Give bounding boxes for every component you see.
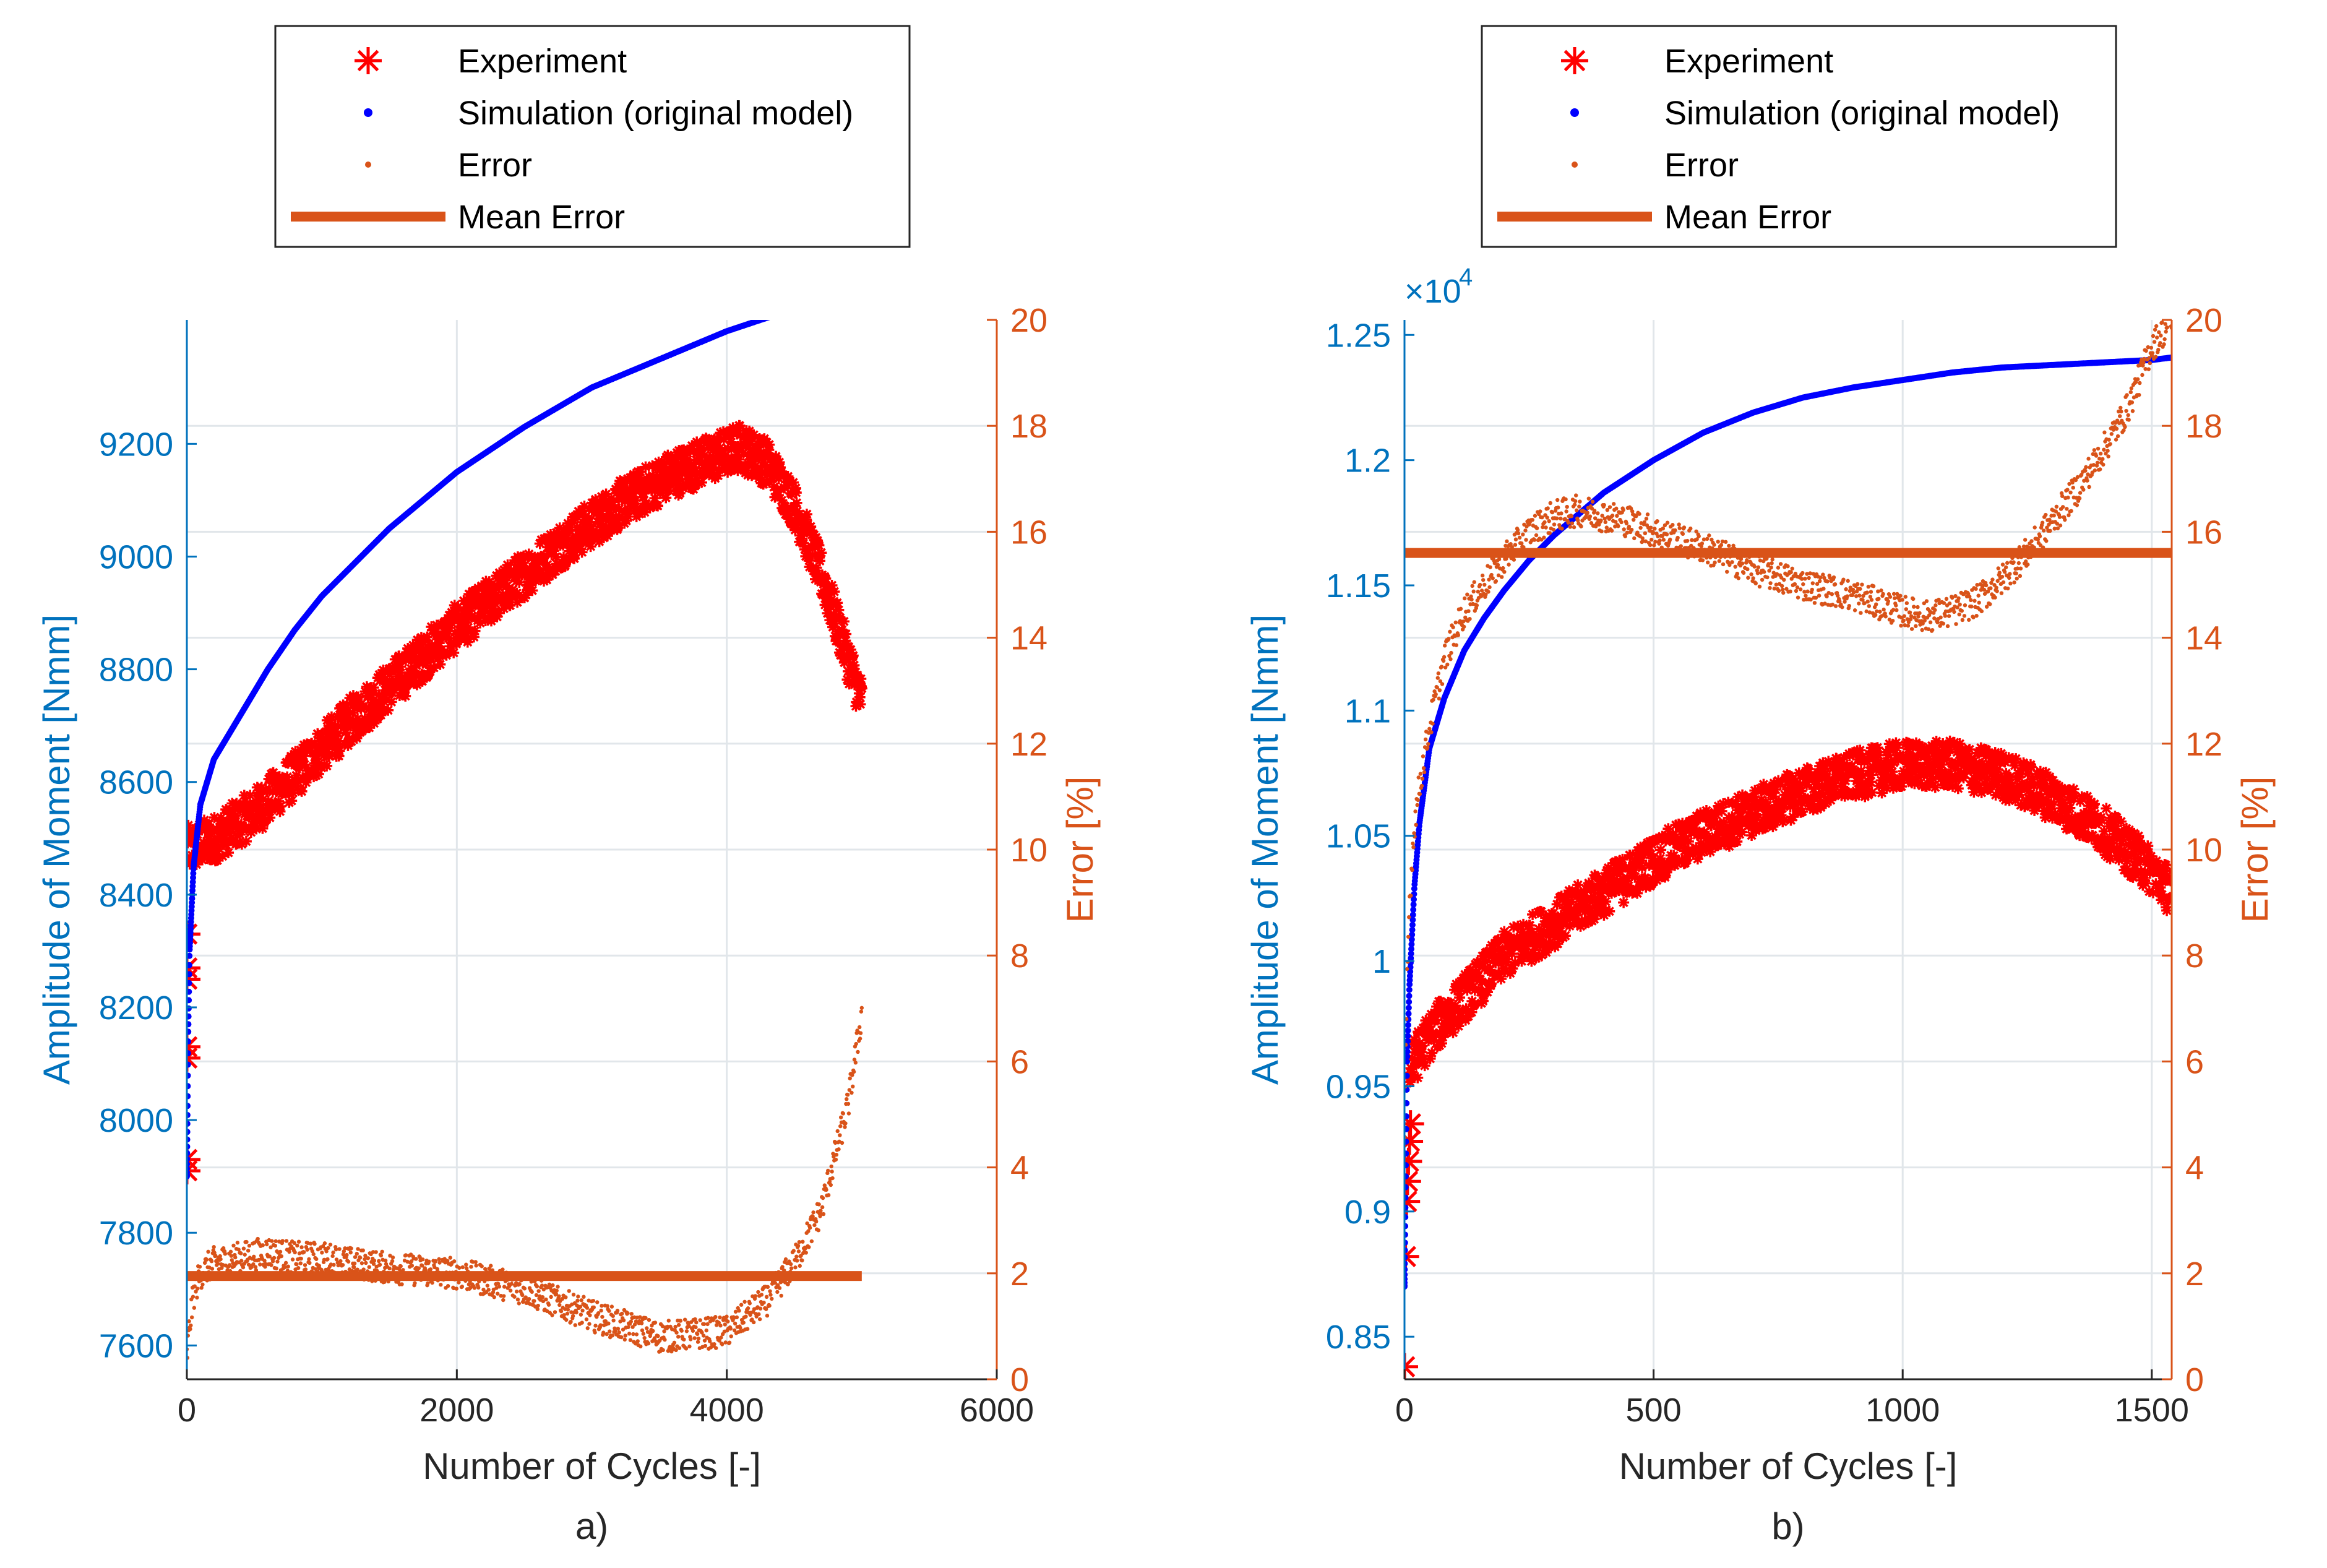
legend-entry-label: Experiment xyxy=(458,43,627,80)
y-left-tick-label: 9200 xyxy=(99,426,173,463)
y-right-tick-label: 2 xyxy=(1010,1256,1029,1293)
panel-label: a) xyxy=(575,1506,608,1547)
y-left-tick-label: 7600 xyxy=(99,1327,173,1364)
y-left-axis-label: Amplitude of Moment [Nmm] xyxy=(1244,614,1286,1085)
legend-symbol-experiment xyxy=(355,47,382,74)
y-left-tick-label: 8400 xyxy=(99,877,173,914)
y-right-tick-label: 16 xyxy=(1010,514,1047,551)
legend-entry-label: Error xyxy=(458,147,532,184)
experiment-point xyxy=(1404,1127,1424,1155)
y-right-tick-label: 4 xyxy=(2185,1150,2204,1187)
y-left-tick-label: 1.2 xyxy=(1344,442,1391,480)
y-right-tick-label: 16 xyxy=(2185,514,2222,551)
y-left-tick-label: 8200 xyxy=(99,989,173,1027)
legend-entry-label: Mean Error xyxy=(1664,199,1831,236)
legend: Experiment Simulation (original model) Err… xyxy=(1481,25,2117,248)
series-error xyxy=(1404,320,2172,1140)
x-tick-label: 1500 xyxy=(2115,1392,2189,1429)
x-axis-label: Number of Cycles [-] xyxy=(1619,1445,1958,1487)
y-right-tick-label: 14 xyxy=(2185,620,2222,657)
y-right-tick-label: 10 xyxy=(2185,832,2222,869)
experiment-point xyxy=(1404,1168,1421,1195)
plot-area xyxy=(1404,320,2172,1379)
legend-entry-label: Simulation (original model) xyxy=(458,95,853,132)
y-left-tick-label: 1.05 xyxy=(1326,818,1391,855)
error-points xyxy=(1404,320,2172,1140)
series-experiment xyxy=(187,420,867,870)
legend-symbol-error xyxy=(365,162,371,168)
experiment-points xyxy=(1404,735,2172,1088)
y-right-tick-label: 20 xyxy=(1010,302,1047,339)
y-left-tick-label: 9000 xyxy=(99,538,173,575)
y-right-axis-label: Error [%] xyxy=(1059,777,1101,923)
y-right-tick-label: 14 xyxy=(1010,620,1047,657)
y-left-tick-label: 8800 xyxy=(99,652,173,689)
y-left-tick-label: 1.1 xyxy=(1344,692,1391,730)
panel-a: 0 2000 4000 6000760078008000820084008600880… xyxy=(36,25,1101,1547)
experiment-points xyxy=(187,420,867,870)
y-left-multiplier-exponent: 4 xyxy=(1459,264,1473,291)
legend-symbol-error xyxy=(1572,162,1578,168)
y-left-tick-label: 0.85 xyxy=(1326,1319,1391,1356)
y-right-tick-label: 0 xyxy=(1010,1361,1029,1398)
legend-box xyxy=(1481,25,2117,248)
panel-b: 0 500 1000 1500 0.85 0.9 0.95 1 1.05 1.1 1.15 1.2 1.… xyxy=(1244,25,2276,1547)
y-right-axis-label: Error [%] xyxy=(2234,777,2276,923)
y-right-tick-label: 8 xyxy=(2185,937,2204,975)
y-right-tick-label: 2 xyxy=(2185,1256,2204,1293)
experiment-point xyxy=(1404,1147,1422,1175)
y-left-tick-label: 0.95 xyxy=(1326,1068,1391,1105)
y-right-tick-label: 18 xyxy=(1010,408,1047,445)
x-tick-label: 1000 xyxy=(1865,1392,1940,1429)
series-experiment xyxy=(1404,735,2172,1088)
y-right-tick-label: 8 xyxy=(1010,937,1029,975)
x-tick-label: 6000 xyxy=(960,1392,1034,1429)
y-right-tick-label: 0 xyxy=(2185,1361,2204,1398)
x-tick-label: 500 xyxy=(1626,1392,1682,1429)
y-right-tick-label: 12 xyxy=(2185,726,2222,763)
x-tick-label: 4000 xyxy=(690,1392,764,1429)
y-left-tick-label: 7800 xyxy=(99,1215,173,1252)
y-right-tick-label: 4 xyxy=(1010,1150,1029,1187)
y-left-multiplier: ×10 xyxy=(1404,273,1461,310)
legend-symbol-experiment xyxy=(1561,47,1588,74)
y-left-tick-label: 0.9 xyxy=(1344,1194,1391,1231)
legend-entry-label: Mean Error xyxy=(458,199,625,236)
plot-area xyxy=(187,320,867,1360)
x-tick-label: 0 xyxy=(178,1392,196,1429)
y-right-tick-label: 10 xyxy=(1010,832,1047,869)
legend-symbol-simulation xyxy=(364,108,372,117)
legend-entry-label: Simulation (original model) xyxy=(1664,95,2060,132)
legend-box xyxy=(274,25,911,248)
y-right-tick-label: 6 xyxy=(1010,1043,1029,1080)
axes: 0 2000 4000 6000760078008000820084008600880… xyxy=(36,302,1101,1547)
y-left-tick-label: 8600 xyxy=(99,764,173,801)
experiment-point xyxy=(1404,1187,1421,1215)
y-right-tick-label: 6 xyxy=(2185,1043,2204,1080)
legend: Experiment Simulation (original model) Err… xyxy=(274,25,911,248)
y-right-tick-label: 20 xyxy=(2185,302,2222,339)
y-left-tick-label: 8000 xyxy=(99,1102,173,1139)
y-right-tick-label: 18 xyxy=(2185,408,2222,445)
legend-entry-label: Error xyxy=(1664,147,1739,184)
y-left-tick-label: 1.15 xyxy=(1326,567,1391,605)
axes: 0 500 1000 1500 0.85 0.9 0.95 1 1.05 1.1 1.15 1.2 1.… xyxy=(1244,264,2276,1547)
x-tick-label: 2000 xyxy=(419,1392,494,1429)
y-right-tick-label: 12 xyxy=(1010,726,1047,763)
x-axis-label: Number of Cycles [-] xyxy=(423,1445,761,1487)
y-left-tick-label: 1 xyxy=(1372,943,1391,980)
panel-label: b) xyxy=(1771,1506,1804,1547)
legend-entry-label: Experiment xyxy=(1664,43,1833,80)
legend-symbol-simulation xyxy=(1570,108,1579,117)
x-tick-label: 0 xyxy=(1395,1392,1414,1429)
y-left-axis-label: Amplitude of Moment [Nmm] xyxy=(36,614,77,1085)
experiment-point xyxy=(1404,1110,1424,1138)
y-left-tick-label: 1.25 xyxy=(1326,317,1391,354)
